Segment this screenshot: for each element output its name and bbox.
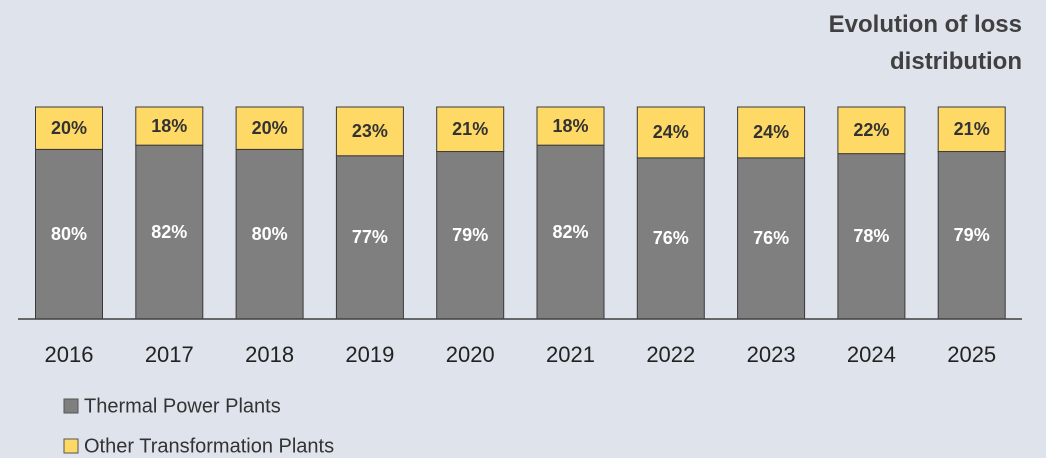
bar-segment [235, 106, 304, 150]
legend-label: Other Transformation Plants [84, 435, 334, 457]
data-label: 80% [51, 224, 87, 244]
data-label: 82% [552, 222, 588, 242]
x-tick-label: 2017 [145, 342, 194, 367]
bar-segment [135, 106, 204, 146]
bar-segment [536, 106, 605, 146]
data-label: 23% [352, 121, 388, 141]
bar-segment [937, 106, 1006, 153]
data-label: 79% [452, 225, 488, 245]
x-tick-label: 2019 [345, 342, 394, 367]
bar-segment [35, 106, 103, 150]
x-tick-label: 2020 [446, 342, 495, 367]
data-label: 18% [552, 116, 588, 136]
bar-segment [737, 106, 806, 159]
bar-segment [636, 106, 705, 159]
legend-swatch [63, 398, 79, 414]
x-tick-label: 2021 [546, 342, 595, 367]
data-label: 24% [753, 122, 789, 142]
data-label: 78% [853, 226, 889, 246]
bar-segment [436, 106, 505, 153]
bar-segment [737, 157, 806, 320]
x-tick-label: 2016 [45, 342, 94, 367]
data-label: 76% [753, 228, 789, 248]
data-label: 20% [51, 118, 87, 138]
data-label: 79% [954, 225, 990, 245]
x-tick-label: 2018 [245, 342, 294, 367]
bar-segment [837, 106, 906, 155]
x-tick-label: 2023 [747, 342, 796, 367]
data-label: 80% [252, 224, 288, 244]
legend-label: Thermal Power Plants [84, 395, 281, 417]
chart-title: Evolution of loss distribution [828, 11, 1022, 75]
data-label: 20% [252, 118, 288, 138]
x-tick-label: 2024 [847, 342, 896, 367]
x-tick-label: 2022 [646, 342, 695, 367]
data-label: 24% [653, 122, 689, 142]
data-label: 76% [653, 228, 689, 248]
bar-segment [135, 144, 204, 320]
data-label: 18% [151, 116, 187, 136]
bar-segment [536, 144, 605, 320]
bar-segment [636, 157, 705, 320]
data-label: 22% [853, 120, 889, 140]
bar-segment [335, 155, 404, 320]
bar-segment [235, 148, 304, 320]
bar-segment [837, 153, 906, 320]
bar-segment [335, 106, 404, 157]
x-tick-label: 2025 [947, 342, 996, 367]
data-label: 21% [954, 119, 990, 139]
legend-swatch [63, 438, 79, 454]
data-label: 82% [151, 222, 187, 242]
bar-segment [937, 151, 1006, 320]
data-label: 21% [452, 119, 488, 139]
data-label: 77% [352, 227, 388, 247]
